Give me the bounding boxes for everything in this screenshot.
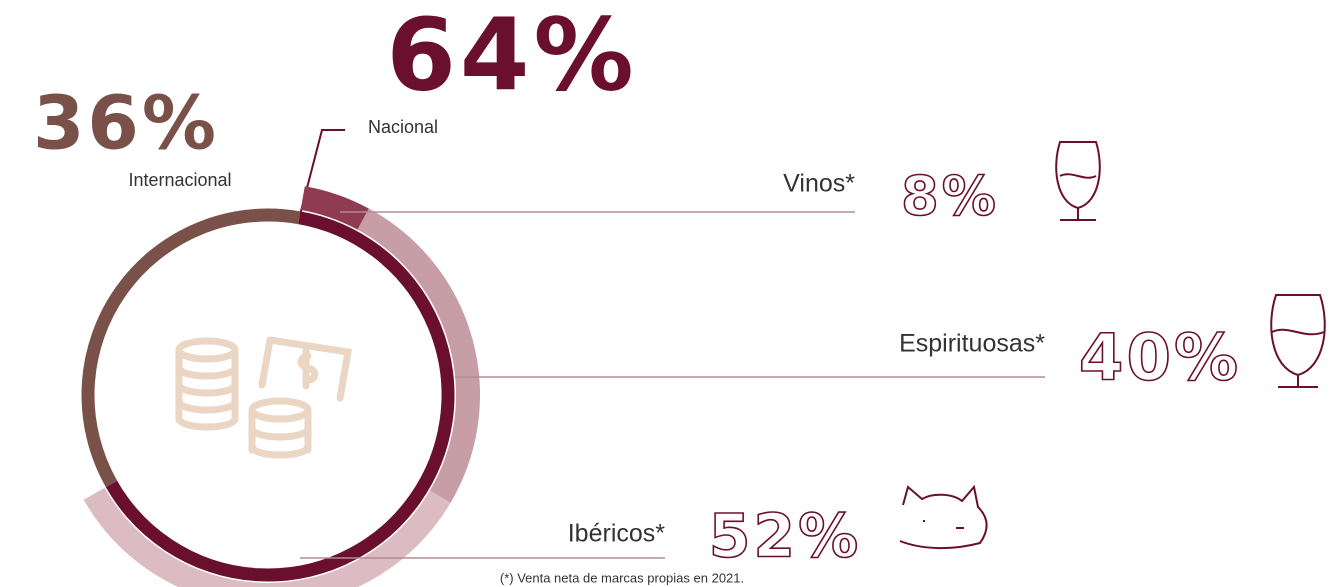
value-label: 8% [901,165,999,228]
category-label: Ibéricos* [568,520,666,548]
footnote: (*) Venta neta de marcas propias en 2021… [500,570,744,585]
money-icon [175,336,353,459]
category-label: Espirituosas* [899,330,1045,358]
value-label: 40% [1079,322,1241,396]
value-label: 52% [709,502,862,572]
category-label: Internacional [128,170,231,190]
value-label: 64% [386,0,637,113]
inner-segment [81,208,301,488]
category-label: Nacional [368,117,438,137]
outer-segment [300,186,369,230]
category-label: Vinos* [783,170,855,198]
value-label: 36% [33,81,219,167]
outer-segment [83,487,451,587]
leader-line [299,129,345,216]
inner-segment [105,211,455,582]
icons [899,141,1326,550]
outer-segment [357,208,480,503]
